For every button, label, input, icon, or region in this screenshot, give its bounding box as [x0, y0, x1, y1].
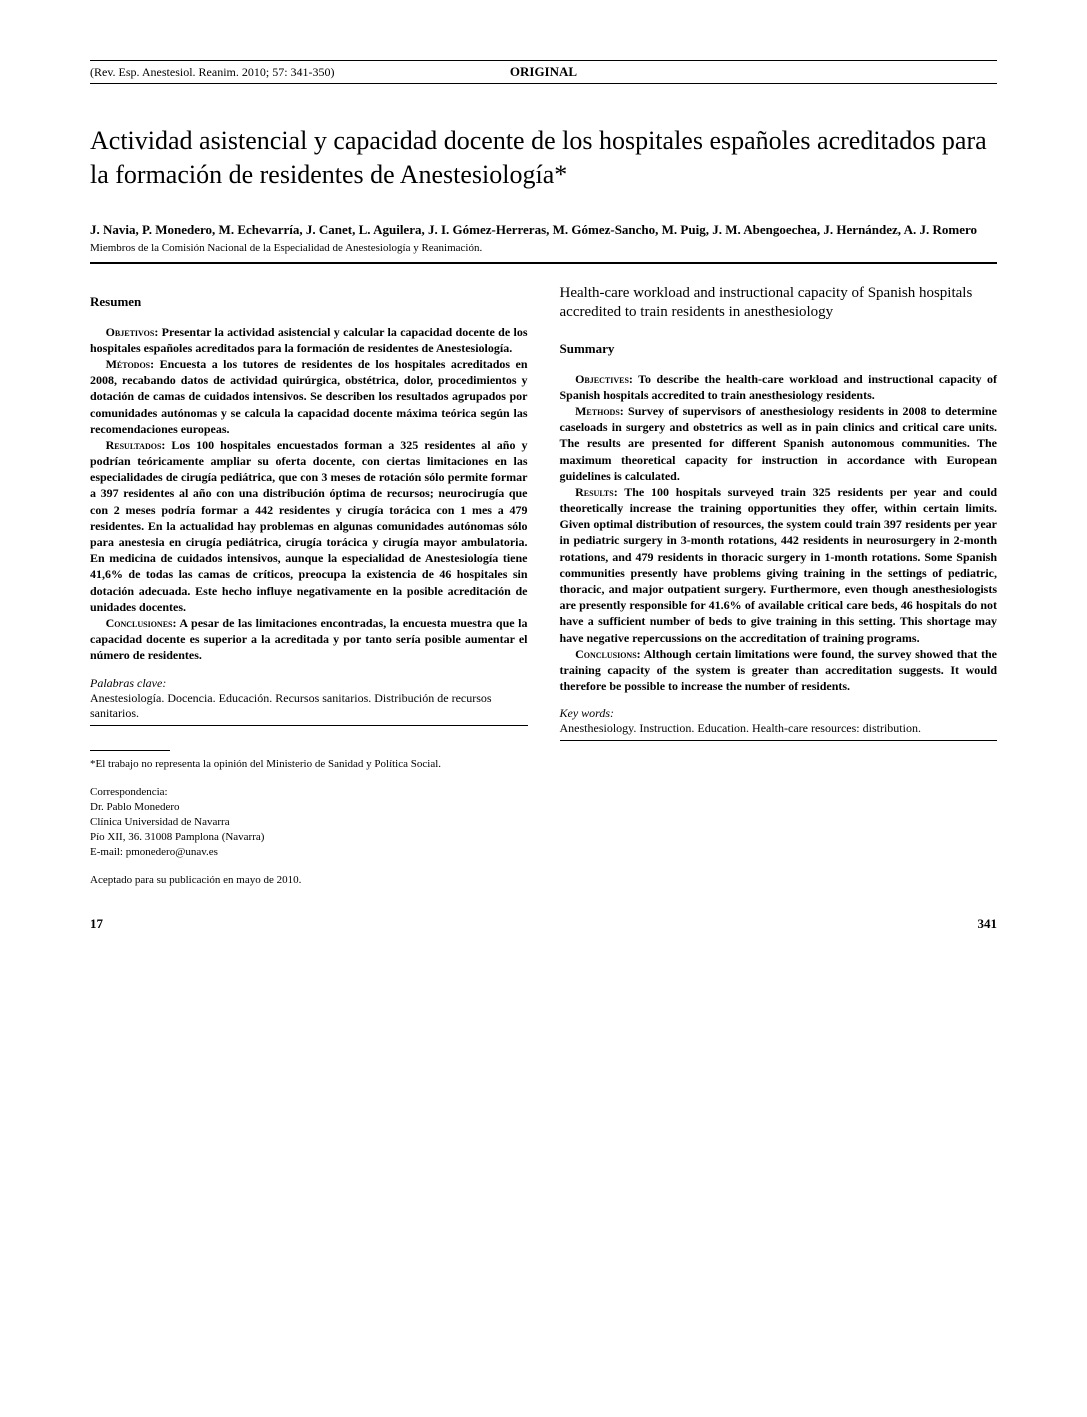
summary-body: Objectives: To describe the health-care …: [560, 371, 998, 695]
methods-label: Methods:: [575, 404, 624, 418]
resultados-text: Los 100 hospitales encuestados forman a …: [90, 438, 528, 614]
keywords-divider-en: [560, 740, 998, 741]
conclusions-label: Conclusions:: [575, 647, 641, 661]
correspondence-institution: Clínica Universidad de Navarra: [90, 815, 528, 830]
page-footer: 17 341: [90, 916, 997, 932]
resumen-body: Objetivos: Presentar la actividad asiste…: [90, 324, 528, 664]
running-header: (Rev. Esp. Anestesiol. Reanim. 2010; 57:…: [90, 60, 997, 84]
correspondence-label: Correspondencia:: [90, 785, 528, 800]
accepted-date: Aceptado para su publicación en mayo de …: [90, 874, 528, 886]
results-text: The 100 hospitals surveyed train 325 res…: [560, 485, 998, 645]
journal-reference: (Rev. Esp. Anestesiol. Reanim. 2010; 57:…: [90, 65, 392, 80]
abstract-columns: Resumen Objetivos: Presentar la activida…: [90, 284, 997, 886]
section-label: ORIGINAL: [392, 64, 694, 80]
key-words-label: Key words:: [560, 706, 998, 721]
palabras-clave-label: Palabras clave:: [90, 676, 528, 691]
resumen-heading: Resumen: [90, 294, 528, 310]
metodos-label: Métodos:: [106, 357, 155, 371]
keywords-divider-es: [90, 725, 528, 726]
english-title: Health-care workload and instructional c…: [560, 284, 998, 323]
footer-left-number: 17: [90, 916, 103, 932]
title-divider: [90, 262, 997, 264]
summary-heading: Summary: [560, 341, 998, 357]
author-list: J. Navia, P. Monedero, M. Echevarría, J.…: [90, 222, 997, 238]
spanish-abstract-column: Resumen Objetivos: Presentar la activida…: [90, 284, 528, 886]
footnote-divider: [90, 750, 170, 751]
conclusiones-label: Conclusiones:: [106, 616, 177, 630]
correspondence-address: Pío XII, 36. 31008 Pamplona (Navarra): [90, 830, 528, 845]
objectives-label: Objectives:: [575, 372, 633, 386]
english-abstract-column: Health-care workload and instructional c…: [560, 284, 998, 886]
key-words-text: Anesthesiology. Instruction. Education. …: [560, 721, 998, 736]
disclaimer-footnote: *El trabajo no representa la opinión del…: [90, 757, 528, 772]
methods-text: Survey of supervisors of anesthesiology …: [560, 404, 998, 483]
objetivos-label: Objetivos:: [106, 325, 159, 339]
author-affiliation: Miembros de la Comisión Nacional de la E…: [90, 242, 997, 254]
article-title: Actividad asistencial y capacidad docent…: [90, 124, 997, 192]
correspondence-name: Dr. Pablo Monedero: [90, 800, 528, 815]
results-label: Results:: [575, 485, 618, 499]
footer-right-number: 341: [978, 916, 998, 932]
correspondence-email: E-mail: pmonedero@unav.es: [90, 845, 528, 860]
metodos-text: Encuesta a los tutores de residentes de …: [90, 357, 528, 436]
palabras-clave-text: Anestesiología. Docencia. Educación. Rec…: [90, 691, 528, 721]
resultados-label: Resultados:: [106, 438, 166, 452]
correspondence-block: Correspondencia: Dr. Pablo Monedero Clín…: [90, 785, 528, 859]
